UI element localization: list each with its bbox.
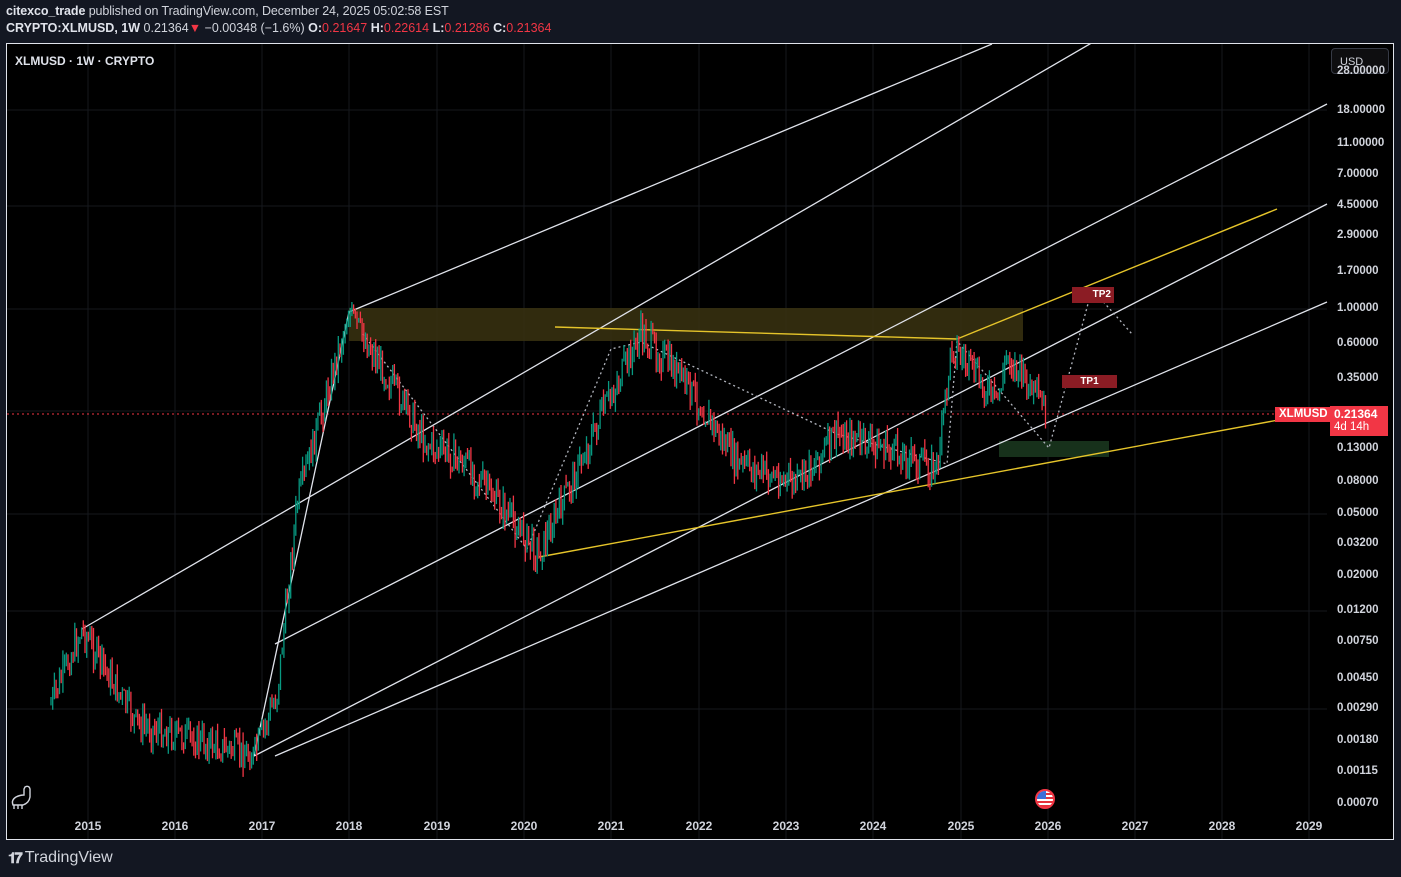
candlesticks [50, 302, 1047, 777]
resistance-zone [349, 308, 1023, 341]
chart-canvas[interactable] [7, 44, 1394, 840]
time-axis-tick: 2015 [74, 819, 102, 833]
price-axis-tick: 0.00450 [1337, 672, 1379, 684]
time-axis-tick: 2024 [859, 819, 887, 833]
price-axis-tick: 7.00000 [1337, 168, 1379, 180]
price-axis-tick: 0.05000 [1337, 507, 1379, 519]
low-value: 0.21286 [444, 21, 490, 35]
price-axis-tick: 0.00750 [1337, 635, 1379, 647]
time-axis-tick: 2016 [161, 819, 189, 833]
time-axis-tick: 2026 [1034, 819, 1062, 833]
close-value: 0.21364 [506, 21, 552, 35]
price-axis-tick: 0.02000 [1337, 569, 1379, 581]
price-tag-symbol: XLMUSD [1275, 407, 1332, 422]
open-value: 0.21647 [322, 21, 368, 35]
tv-logo-icon: 𝟏𝟕 [8, 849, 23, 867]
price-tag: 0.21364 4d 14h [1330, 406, 1388, 436]
price-axis-tick: 2.90000 [1337, 229, 1379, 241]
price-axis-tick: 0.00290 [1337, 702, 1379, 714]
high-label: H: [370, 21, 384, 35]
symbol-name: CRYPTO:XLMUSD, 1W [6, 21, 141, 35]
symbol-info-bar: CRYPTO:XLMUSD, 1W 0.21364▼ −0.00348 (−1.… [6, 21, 551, 35]
price-axis-tick: 0.35000 [1337, 372, 1379, 384]
time-axis-tick: 2017 [248, 819, 276, 833]
time-axis-tick: 2025 [947, 819, 975, 833]
time-axis-tick: 2023 [772, 819, 800, 833]
price-tag-countdown: 4d 14h [1334, 421, 1370, 433]
open-label: O: [308, 21, 323, 35]
time-axis-tick: 2018 [335, 819, 363, 833]
price-axis-tick: 0.01200 [1337, 604, 1379, 616]
grid-lines [7, 44, 1327, 839]
price-axis-tick: 18.00000 [1337, 104, 1385, 116]
close-label: C: [493, 21, 507, 35]
author-name[interactable]: citexco_trade [6, 4, 86, 18]
publish-text: published on TradingView.com, December 2… [88, 4, 449, 18]
time-axis-tick: 2027 [1121, 819, 1149, 833]
us-flag-event-icon[interactable] [1035, 789, 1055, 809]
tp1-label: TP1 [1062, 375, 1117, 388]
tp2-label: TP2 [1072, 287, 1114, 303]
price-axis-tick: 0.03200 [1337, 537, 1379, 549]
price-axis-tick: 0.00115 [1337, 765, 1378, 777]
time-axis-tick: 2020 [510, 819, 538, 833]
support-zone [999, 441, 1109, 457]
low-label: L: [432, 21, 445, 35]
brand-text: TradingView [24, 849, 113, 866]
time-axis-tick: 2019 [423, 819, 451, 833]
dinosaur-icon[interactable] [9, 784, 33, 814]
trend-lines [538, 208, 1328, 558]
tradingview-logo[interactable]: 𝟏𝟕 TradingView [8, 849, 113, 867]
time-axis-tick: 2028 [1208, 819, 1236, 833]
time-axis-tick: 2021 [597, 819, 625, 833]
price-axis-tick: 0.00180 [1337, 734, 1379, 746]
down-arrow-icon: ▼ [188, 21, 202, 35]
publish-info: citexco_trade published on TradingView.c… [6, 4, 449, 18]
price-axis-tick: 0.13000 [1337, 442, 1379, 454]
price-axis-tick: 0.00070 [1337, 797, 1379, 809]
last-price: 0.21364 [143, 21, 189, 35]
high-value: 0.22614 [383, 21, 430, 35]
price-axis-tick: 28.00000 [1337, 65, 1385, 77]
price-change: −0.00348 (−1.6%) [204, 21, 305, 35]
price-axis-tick: 11.00000 [1337, 137, 1385, 149]
chart-legend: XLMUSD · 1W · CRYPTO [15, 54, 155, 68]
price-axis-tick: 1.70000 [1337, 265, 1379, 277]
price-axis-tick: 4.50000 [1337, 199, 1379, 211]
price-tag-price: 0.21364 [1334, 407, 1378, 421]
currency-button[interactable]: USD [1331, 48, 1389, 74]
price-axis-tick: 0.08000 [1337, 475, 1379, 487]
chart-frame[interactable]: XLMUSD · 1W · CRYPTO USD TP2 TP1 XLMUSD … [6, 43, 1394, 840]
price-axis-tick: 1.00000 [1337, 302, 1379, 314]
price-axis-tick: 0.60000 [1337, 337, 1379, 349]
time-axis-tick: 2029 [1295, 819, 1323, 833]
time-axis-tick: 2022 [685, 819, 713, 833]
channel-lines [81, 44, 1328, 757]
